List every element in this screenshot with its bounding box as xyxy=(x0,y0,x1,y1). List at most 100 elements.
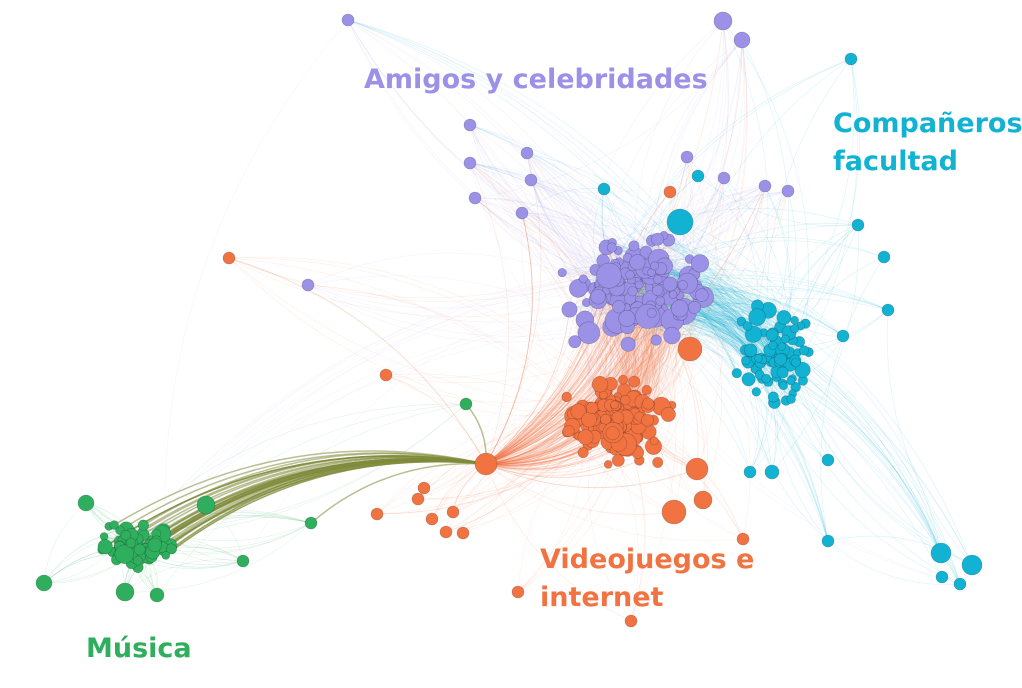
network-edge xyxy=(347,19,651,303)
network-edge xyxy=(474,39,743,199)
network-edge xyxy=(485,212,533,465)
network-edge xyxy=(485,309,638,465)
network-edge xyxy=(652,300,961,585)
node-videojuegos xyxy=(577,429,594,446)
node-amigos xyxy=(650,232,664,246)
node-amigos xyxy=(653,274,663,285)
node-videojuegos xyxy=(562,425,575,438)
network-nodes xyxy=(35,11,983,628)
node-musica xyxy=(166,543,178,555)
network-edge xyxy=(469,162,636,397)
cluster-label-companeros-line2: facultad xyxy=(833,146,958,177)
network-edge xyxy=(792,363,942,554)
node-amigos xyxy=(781,184,795,198)
node-musica xyxy=(109,520,119,530)
node-companeros xyxy=(754,353,763,363)
node-videojuegos xyxy=(581,411,597,428)
node-videojuegos xyxy=(618,374,628,385)
network-edge xyxy=(521,188,605,214)
network-edge xyxy=(347,19,622,289)
network-edge xyxy=(43,528,124,584)
node-companeros xyxy=(731,368,742,379)
node-amigos xyxy=(680,150,694,164)
node-amigos xyxy=(662,276,678,292)
network-edge xyxy=(307,270,606,309)
network-edge xyxy=(637,340,661,450)
network-edge xyxy=(469,162,593,408)
node-videojuegos xyxy=(446,505,460,519)
network-edge xyxy=(347,19,621,269)
node-companeros xyxy=(844,52,858,66)
network-edge xyxy=(165,460,487,556)
node-companeros xyxy=(751,387,761,397)
network-edge xyxy=(485,460,619,476)
network-edge xyxy=(228,257,615,451)
network-edge xyxy=(517,452,584,593)
network-edge xyxy=(485,463,698,489)
network-edge xyxy=(431,396,567,520)
network-edge xyxy=(633,185,766,247)
network-edge xyxy=(124,559,244,593)
cluster-label-videojuegos-line1: Videojuegos e xyxy=(540,544,755,575)
network-edge xyxy=(485,152,542,465)
network-edge xyxy=(741,39,790,334)
network-edge xyxy=(43,534,126,584)
network-edge xyxy=(633,156,688,247)
network-edge xyxy=(228,257,599,318)
node-companeros xyxy=(930,542,952,564)
network-edge xyxy=(633,284,647,382)
node-amigos xyxy=(590,288,606,305)
node-companeros xyxy=(778,381,788,391)
network-edge xyxy=(582,281,638,407)
node-videojuegos xyxy=(693,490,713,510)
network-edge xyxy=(445,339,657,533)
node-musica xyxy=(304,516,318,530)
node-companeros xyxy=(748,308,766,327)
node-companeros xyxy=(790,315,799,325)
network-edge xyxy=(385,374,600,403)
node-amigos xyxy=(635,303,661,329)
network-edge xyxy=(485,463,632,622)
network-edge xyxy=(485,460,640,478)
network-edge xyxy=(485,315,627,465)
node-amigos xyxy=(301,278,315,292)
node-companeros xyxy=(777,342,787,351)
network-edge xyxy=(485,396,568,465)
node-companeros xyxy=(743,343,758,357)
node-companeros xyxy=(597,182,611,196)
node-musica xyxy=(77,494,95,512)
node-videojuegos xyxy=(663,185,677,199)
network-edge xyxy=(569,20,724,310)
network-edge xyxy=(672,319,942,554)
network-edge xyxy=(600,188,617,268)
network-edge xyxy=(485,300,654,465)
network-edge xyxy=(652,287,942,554)
network-edge xyxy=(242,266,633,562)
network-edge xyxy=(679,39,748,309)
network-edge xyxy=(820,256,885,542)
network-edge xyxy=(431,390,607,520)
node-musica xyxy=(97,539,113,555)
network-edge xyxy=(671,333,768,358)
network-edge xyxy=(485,296,653,465)
node-videojuegos xyxy=(620,394,631,406)
network-edge xyxy=(610,281,639,384)
node-companeros xyxy=(821,534,835,548)
node-musica xyxy=(236,554,250,568)
network-edge xyxy=(651,240,773,473)
network-edge xyxy=(749,400,787,473)
node-companeros xyxy=(836,329,850,343)
node-companeros xyxy=(786,394,796,404)
node-videojuegos xyxy=(411,492,425,506)
node-companeros xyxy=(743,465,757,479)
node-companeros xyxy=(666,208,694,236)
network-edge xyxy=(588,441,632,622)
network-edge xyxy=(715,177,757,392)
cluster-label-amigos: Amigos y celebridades xyxy=(364,64,708,95)
network-edge xyxy=(485,460,640,478)
network-edge xyxy=(474,197,619,251)
network-edge xyxy=(485,432,613,467)
cluster-label-companeros: Compañeros facultad xyxy=(833,105,1022,181)
network-edge xyxy=(485,309,570,465)
network-edge xyxy=(794,328,942,554)
